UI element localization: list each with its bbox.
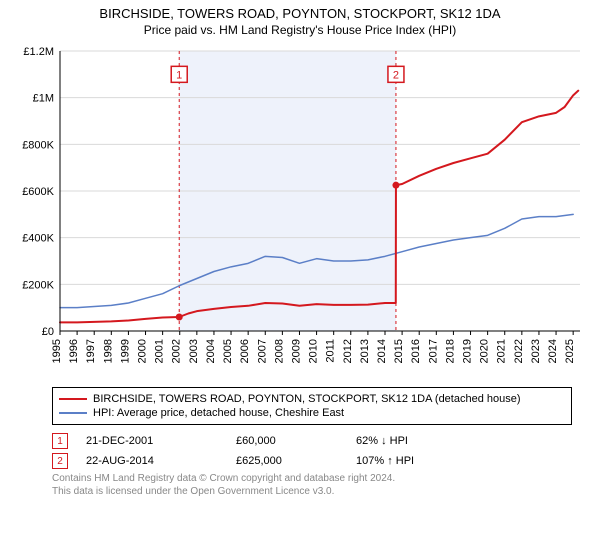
svg-text:1995: 1995 bbox=[51, 339, 63, 363]
svg-text:2001: 2001 bbox=[154, 339, 166, 363]
svg-text:2020: 2020 bbox=[479, 339, 491, 363]
chart-area: £0 £200K £400K £600K £800K £1M £1.2M 1995 1996 19… bbox=[0, 41, 600, 381]
chart-title: BIRCHSIDE, TOWERS ROAD, POYNTON, STOCKPO… bbox=[0, 0, 600, 21]
svg-text:2021: 2021 bbox=[496, 339, 508, 363]
transaction-row: 2 22-AUG-2014£625,000107% ↑ HPI bbox=[52, 451, 572, 471]
footer-line: This data is licensed under the Open Gov… bbox=[52, 486, 572, 499]
svg-text:1999: 1999 bbox=[119, 339, 131, 363]
legend-swatch bbox=[59, 398, 87, 400]
transaction-pct: 107% ↑ HPI bbox=[356, 455, 466, 467]
legend-label: BIRCHSIDE, TOWERS ROAD, POYNTON, STOCKPO… bbox=[93, 393, 521, 405]
footer-line: Contains HM Land Registry data © Crown c… bbox=[52, 473, 572, 486]
svg-text:2004: 2004 bbox=[205, 339, 217, 363]
svg-text:2017: 2017 bbox=[427, 339, 439, 363]
attribution-footer: Contains HM Land Registry data © Crown c… bbox=[52, 473, 572, 498]
svg-text:£0: £0 bbox=[42, 326, 54, 338]
svg-text:1998: 1998 bbox=[102, 339, 114, 363]
svg-text:2022: 2022 bbox=[513, 339, 525, 363]
legend-swatch bbox=[59, 412, 87, 414]
svg-text:2019: 2019 bbox=[462, 339, 474, 363]
svg-text:£800K: £800K bbox=[22, 139, 54, 151]
transaction-price: £625,000 bbox=[236, 455, 356, 467]
svg-text:2016: 2016 bbox=[410, 339, 422, 363]
svg-text:£1.2M: £1.2M bbox=[23, 46, 54, 58]
svg-text:2012: 2012 bbox=[342, 339, 354, 363]
svg-text:2008: 2008 bbox=[273, 339, 285, 363]
transaction-marker: 2 bbox=[52, 453, 68, 469]
transaction-date: 22-AUG-2014 bbox=[86, 455, 236, 467]
svg-text:2011: 2011 bbox=[325, 339, 337, 363]
legend: BIRCHSIDE, TOWERS ROAD, POYNTON, STOCKPO… bbox=[52, 387, 572, 425]
svg-text:2000: 2000 bbox=[137, 339, 149, 363]
svg-text:2013: 2013 bbox=[359, 339, 371, 363]
transaction-date: 21-DEC-2001 bbox=[86, 435, 236, 447]
svg-text:2009: 2009 bbox=[290, 339, 302, 363]
transaction-price: £60,000 bbox=[236, 435, 356, 447]
transaction-row: 1 21-DEC-2001£60,00062% ↓ HPI bbox=[52, 431, 572, 451]
svg-text:1996: 1996 bbox=[68, 339, 80, 363]
svg-text:£200K: £200K bbox=[22, 279, 54, 291]
legend-item: HPI: Average price, detached house, Ches… bbox=[59, 406, 565, 420]
svg-text:2023: 2023 bbox=[530, 339, 542, 363]
svg-text:2002: 2002 bbox=[171, 339, 183, 363]
legend-label: HPI: Average price, detached house, Ches… bbox=[93, 407, 344, 419]
svg-text:2014: 2014 bbox=[376, 339, 388, 363]
svg-text:2003: 2003 bbox=[188, 339, 200, 363]
transaction-pct: 62% ↓ HPI bbox=[356, 435, 466, 447]
svg-text:2018: 2018 bbox=[444, 339, 456, 363]
svg-text:£1M: £1M bbox=[33, 93, 54, 105]
transactions-table: 1 21-DEC-2001£60,00062% ↓ HPI 2 22-AUG-2014… bbox=[52, 431, 572, 471]
svg-text:2010: 2010 bbox=[308, 339, 320, 363]
svg-text:£400K: £400K bbox=[22, 233, 54, 245]
svg-text:2005: 2005 bbox=[222, 339, 234, 363]
svg-text:1: 1 bbox=[176, 69, 182, 81]
transaction-marker: 1 bbox=[52, 433, 68, 449]
svg-text:2024: 2024 bbox=[547, 339, 559, 363]
svg-text:2007: 2007 bbox=[256, 339, 268, 363]
legend-item: BIRCHSIDE, TOWERS ROAD, POYNTON, STOCKPO… bbox=[59, 392, 565, 406]
svg-text:2: 2 bbox=[393, 69, 399, 81]
svg-text:2025: 2025 bbox=[564, 339, 576, 363]
price-chart: £0 £200K £400K £600K £800K £1M £1.2M 1995 1996 19… bbox=[0, 41, 600, 381]
svg-text:2015: 2015 bbox=[393, 339, 405, 363]
svg-text:2006: 2006 bbox=[239, 339, 251, 363]
chart-subtitle: Price paid vs. HM Land Registry's House … bbox=[0, 21, 600, 41]
svg-text:£600K: £600K bbox=[22, 186, 54, 198]
svg-text:1997: 1997 bbox=[85, 339, 97, 363]
